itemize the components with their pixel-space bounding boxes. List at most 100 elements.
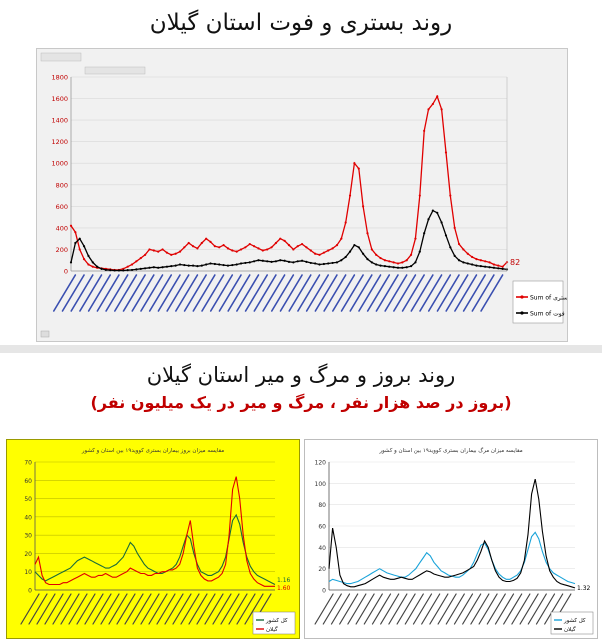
chart-title-incidence: روند بروز و مرگ و میر استان گیلان [146, 363, 456, 387]
data-point [344, 255, 347, 259]
y-tick-label: 80 [318, 502, 326, 509]
data-point [401, 261, 404, 264]
x-tick-label [36, 593, 56, 625]
chart-subtitle: مقایسه میزان مرگ بیماران بستری کووید۱۹ ب… [378, 446, 522, 454]
x-tick-label [140, 274, 164, 312]
x-tick-label [262, 274, 286, 312]
data-point [431, 102, 434, 106]
y-tick-label: 600 [56, 203, 68, 211]
data-point [440, 221, 443, 224]
data-point [466, 262, 469, 265]
data-point [366, 232, 369, 235]
data-point [414, 261, 417, 264]
x-tick-label [339, 593, 359, 625]
data-point [287, 260, 291, 263]
x-tick-label [436, 274, 460, 312]
x-tick-label [445, 593, 465, 625]
x-tick-label [122, 274, 146, 312]
x-tick-label [314, 274, 338, 312]
data-point [383, 265, 387, 268]
x-tick-label [227, 274, 251, 312]
x-tick-label [148, 593, 168, 625]
data-point [183, 263, 186, 267]
x-tick-label [453, 593, 474, 625]
data-point [226, 264, 230, 267]
x-tick-label [503, 593, 523, 625]
data-point [497, 267, 500, 270]
data-point [362, 252, 365, 255]
chart-incidence-svg: 0 10 20 30 40 50 60 70 مقایسه میزان بروز بیماران… [20, 447, 296, 635]
data-point [423, 129, 426, 132]
data-point [104, 268, 107, 272]
legend-label: گیلان [564, 626, 576, 633]
x-tick-label [175, 274, 199, 312]
x-tick-label [314, 593, 334, 625]
data-point [479, 265, 482, 268]
data-point [414, 237, 417, 240]
section-incidence-mortality: روند بروز و مرگ و میر استان گیلان (بروز … [0, 353, 602, 640]
x-tick-label [166, 274, 190, 312]
x-tick-label [366, 274, 391, 312]
data-point [191, 264, 195, 267]
section-divider [0, 345, 602, 353]
y-tick-label: 800 [56, 181, 68, 189]
data-point [501, 265, 504, 268]
legend-box [512, 280, 564, 324]
x-tick-label [401, 274, 425, 312]
data-point [126, 265, 129, 268]
y-tick-label: 20 [24, 551, 32, 558]
x-tick-label [236, 274, 260, 312]
x-tick-label [404, 593, 424, 625]
data-point [74, 241, 77, 245]
x-tick-label [480, 274, 504, 312]
data-point [100, 267, 103, 270]
x-tick-label [114, 274, 138, 312]
x-tick-label [96, 274, 120, 312]
data-point [239, 262, 243, 265]
data-point [300, 259, 304, 262]
x-tick-label [347, 593, 367, 625]
data-point [200, 241, 203, 245]
data-point [235, 263, 238, 266]
x-tick-label [340, 274, 364, 312]
x-tick-label [244, 593, 264, 625]
data-point [209, 262, 212, 265]
x-tick-label [209, 274, 234, 312]
data-point [348, 194, 352, 197]
x-tick-label [140, 593, 160, 625]
data-point [183, 246, 186, 249]
data-point [170, 265, 173, 268]
data-point [388, 260, 391, 263]
data-point [418, 194, 421, 197]
x-tick-label [236, 593, 256, 625]
x-tick-label [462, 593, 482, 625]
data-point [305, 246, 308, 249]
data-point [87, 263, 90, 266]
data-point [375, 263, 378, 266]
y-tick-label: 1800 [51, 74, 68, 82]
x-tick-label [363, 593, 383, 625]
x-tick-label [288, 274, 312, 312]
data-point [327, 262, 330, 265]
end-value-label: 1.16 [277, 577, 291, 584]
data-point [305, 260, 308, 263]
data-point [462, 248, 465, 251]
data-point [423, 232, 426, 235]
y-tick-label: 1600 [51, 95, 68, 103]
x-tick-label [201, 274, 225, 312]
data-point [379, 264, 382, 267]
data-point [266, 248, 269, 251]
x-tick-label [20, 593, 40, 625]
chart-title: روند بستری و فوت استان گیلان [149, 10, 453, 36]
y-tick-label: 1200 [51, 138, 68, 146]
x-tick-label [157, 274, 181, 312]
y-tick-label: 60 [318, 524, 326, 531]
data-point [82, 245, 86, 248]
x-tick-label [44, 593, 64, 625]
x-tick-label [61, 274, 85, 312]
data-point [292, 248, 295, 251]
data-point [484, 260, 487, 263]
series-line-0 [34, 513, 276, 585]
data-point [117, 269, 121, 272]
data-point [266, 260, 269, 263]
